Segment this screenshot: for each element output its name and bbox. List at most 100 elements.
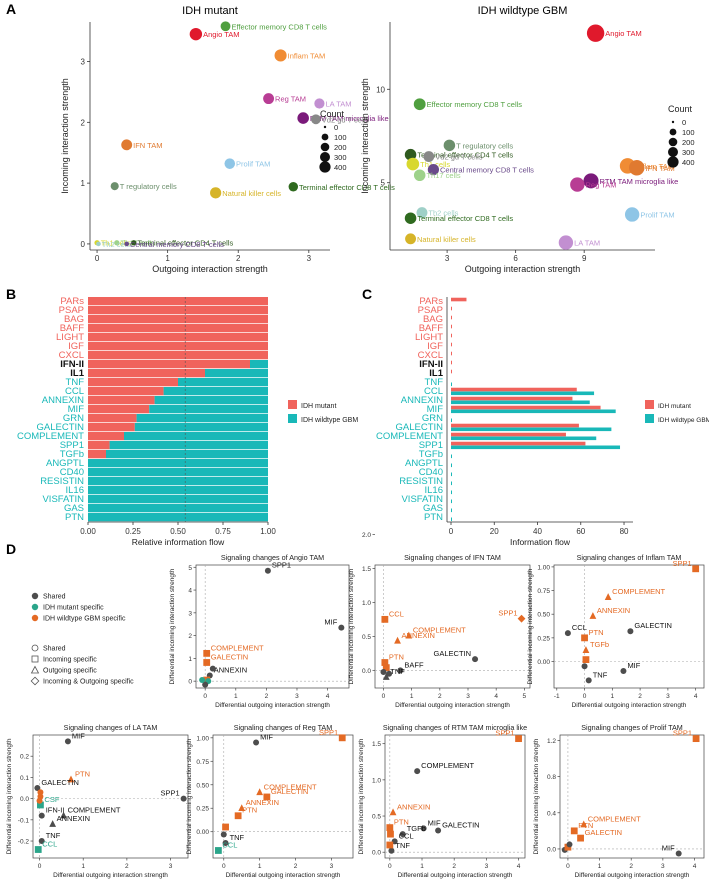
x-axis-label: Outgoing interaction strength (465, 264, 581, 274)
bar-mutant (451, 396, 573, 401)
category-label: GRN (63, 413, 84, 424)
data-point-circle (220, 831, 227, 838)
data-point-square (386, 824, 394, 832)
point-label: TNF (390, 667, 405, 676)
bar-wildtype (154, 396, 268, 405)
size-legend-dot (323, 125, 327, 129)
data-point-square (581, 634, 588, 642)
point-label: PTN (394, 818, 409, 827)
point-label: MIF (324, 618, 337, 627)
data-point-circle (585, 677, 592, 684)
data-point-square (381, 615, 389, 623)
data-label: Th2 cells (102, 240, 132, 249)
scatter-title: IDH mutant (182, 5, 238, 17)
legend-swatch-wildtype (645, 414, 654, 423)
panel-a: IDH mutant 0 1 2 3 0 1 2 3 Outgoing interaction s… (60, 5, 695, 274)
data-point-circle (380, 669, 387, 676)
legend-swatch-mutant (288, 400, 297, 409)
data-label: Terminal effector CD8 T cells (417, 214, 513, 223)
y-tick-label: 3 (81, 58, 86, 67)
x-tick-label: 40 (533, 527, 542, 536)
point-label: GALECTIN (634, 621, 672, 630)
data-point (413, 98, 426, 111)
legend-label-wildtype: IDH wildtype GBM (301, 417, 358, 424)
point-label: CCL (42, 840, 57, 849)
data-label: Central memory CD8 T cells (130, 240, 224, 249)
y-tick-label: 0.75 (196, 759, 209, 766)
bar-mutant (88, 396, 155, 405)
x-axis-label: Differential outgoing interaction streng… (395, 702, 510, 709)
data-point-circle (435, 827, 442, 834)
panel-b: PARsPSAPBAGBAFFLIGHTIGFCXCLIFN-IIIL1TNFC… (17, 296, 358, 547)
data-point-square (203, 649, 211, 657)
bar-wildtype (124, 432, 268, 441)
point-label: BAFF (404, 660, 424, 669)
x-tick-label: 0.50 (170, 527, 186, 536)
y-tick-label: 10 (376, 85, 385, 94)
y-axis-label: Incoming interaction strength (60, 78, 70, 194)
y-axis-label: Incoming interaction strength (360, 78, 370, 194)
x-tick-label: 1 (420, 863, 424, 870)
bar-wildtype (451, 382, 452, 387)
x-tick-label: -1 (554, 693, 560, 700)
bar-mutant (88, 315, 268, 324)
data-point-circle (209, 665, 216, 672)
bar-mutant (88, 450, 106, 459)
data-point-square (570, 827, 578, 835)
size-legend-label: 100 (682, 128, 695, 137)
y-tick-label: 5 (381, 179, 386, 188)
bar-mutant (451, 360, 452, 365)
y-tick-label: 1.0 (372, 777, 381, 784)
data-point-circle (581, 663, 588, 670)
diff-panel-D1: Signaling changes of Angio TAM 0 1 2 3 4 0 1 2 3 4… (169, 553, 350, 709)
legend-color-label: Shared (43, 594, 66, 601)
category-label: GAS (423, 503, 443, 514)
bar-wildtype (205, 369, 268, 378)
panel-title: Signaling changes of LA TAM (64, 723, 158, 732)
bar-wildtype (88, 468, 268, 477)
bar-mutant (451, 333, 452, 338)
legend-swatch-wildtype (288, 414, 297, 423)
size-legend-dot (671, 120, 675, 124)
data-point-circle (620, 667, 627, 674)
data-point (624, 207, 640, 222)
data-point-circle (64, 738, 71, 745)
point-label: SPP1 (672, 559, 691, 568)
bar-wildtype (106, 450, 268, 459)
legend-swatch-mutant (645, 400, 654, 409)
point-label: COMPLEMENT (413, 626, 466, 635)
category-label: PARs (419, 296, 443, 307)
y-tick-label: 0.75 (537, 588, 550, 595)
data-point (189, 27, 203, 41)
data-point-circle (180, 795, 187, 802)
diff-panel-D4: Signaling changes of LA TAM 0 1 2 3 -0.2 -0.1 0… (6, 723, 189, 879)
bar-mutant (451, 432, 566, 437)
bar-mutant (451, 306, 452, 311)
point-label: GALECTIN (434, 649, 472, 658)
data-label: IFN TAM (645, 164, 674, 173)
category-label: BAG (423, 314, 443, 325)
point-label: GALECTIN (271, 787, 309, 796)
x-tick-label: 3 (485, 863, 489, 870)
bar-mutant (88, 369, 205, 378)
point-label: MIF (627, 661, 640, 670)
x-tick-label: 1 (410, 693, 414, 700)
x-tick-label: 2 (236, 254, 241, 263)
panel-title: Signaling changes of Inflam TAM (577, 553, 682, 562)
y-tick-label: 0.50 (196, 782, 209, 789)
point-label: MIF (260, 733, 273, 742)
plot-frame (212, 734, 354, 859)
y-tick-label: 0.25 (537, 635, 550, 642)
size-legend-label: 300 (682, 148, 695, 157)
category-label: CD40 (60, 467, 84, 478)
data-label: Prolif TAM (236, 160, 270, 169)
category-label: VISFATIN (42, 494, 84, 505)
y-axis-label: Differential incoming interaction streng… (169, 568, 176, 684)
data-point-circle (397, 667, 404, 674)
bar-mutant (88, 297, 268, 306)
y-tick-label: 2 (81, 118, 86, 127)
data-label: Inflam TAM (636, 162, 674, 171)
data-point-circle (202, 681, 209, 688)
category-label: IL1 (429, 368, 443, 379)
